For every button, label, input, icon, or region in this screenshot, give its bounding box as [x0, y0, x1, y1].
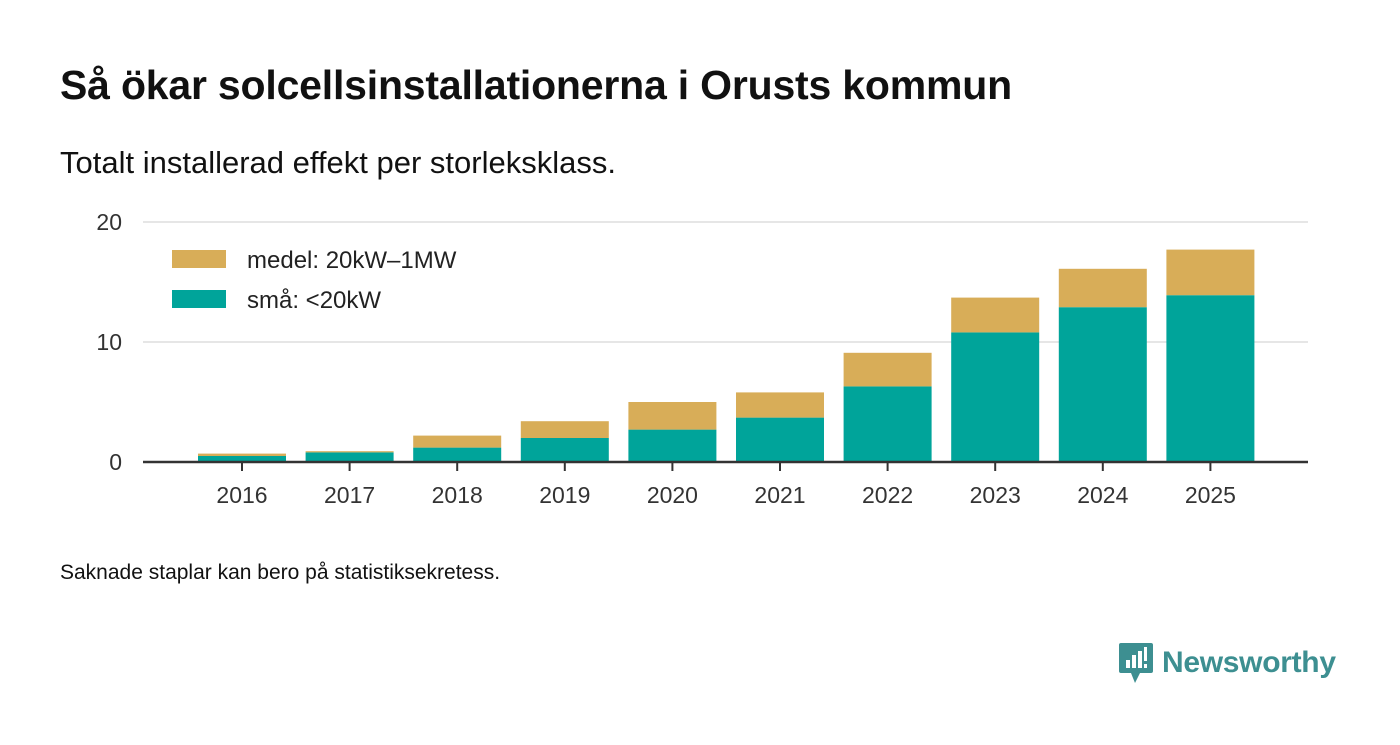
x-tick-label: 2024 — [1077, 482, 1128, 508]
bar-segment — [1166, 249, 1255, 296]
bar-segment — [198, 456, 286, 462]
legend-swatch — [172, 250, 226, 268]
x-tick-label: 2021 — [754, 482, 805, 508]
bar-segment — [1058, 268, 1147, 308]
bar-segment — [843, 386, 932, 462]
bar-segment — [305, 451, 394, 453]
chart-title: Så ökar solcellsinstallationerna i Orust… — [60, 62, 1012, 108]
bar-segment — [520, 421, 609, 438]
y-tick-label: 0 — [109, 449, 122, 475]
bar-segment — [736, 392, 824, 418]
legend-swatch — [172, 290, 226, 308]
bar-segment — [736, 417, 824, 462]
x-tick-label: 2016 — [216, 482, 267, 508]
legend-label: små: <20kW — [247, 287, 381, 314]
y-tick-label: 10 — [96, 329, 122, 355]
x-tick-label: 2017 — [324, 482, 375, 508]
bar-segment — [628, 429, 717, 462]
legend-label: medel: 20kW–1MW — [247, 247, 457, 274]
bar-segment — [843, 352, 932, 387]
legend: medel: 20kW–1MW små: <20kW — [172, 247, 457, 314]
newsworthy-logo[interactable]: Newsworthy — [1118, 640, 1336, 686]
y-axis-ticks: 0 10 20 — [96, 209, 122, 475]
bar-segment — [1166, 295, 1255, 462]
bar-segment — [628, 402, 717, 430]
y-tick-label: 20 — [96, 209, 122, 235]
bar-segment — [520, 438, 609, 462]
footnote: Saknade staplar kan bero på statistiksek… — [60, 561, 501, 584]
bar-segment — [413, 447, 502, 462]
bar-segment — [413, 435, 502, 448]
x-tick-label: 2025 — [1185, 482, 1236, 508]
bar-segment — [198, 453, 286, 456]
x-tick-label: 2020 — [647, 482, 698, 508]
bar-segment — [1058, 307, 1147, 462]
x-axis-ticks: 2016 2017 2018 2019 2020 2021 2022 2023 2024 2025 — [216, 462, 1236, 508]
bar-segment — [951, 297, 1040, 333]
x-tick-label: 2022 — [862, 482, 913, 508]
x-tick-label: 2018 — [432, 482, 483, 508]
brand-name: Newsworthy — [1162, 646, 1336, 679]
x-tick-label: 2019 — [539, 482, 590, 508]
x-tick-label: 2023 — [970, 482, 1021, 508]
bar-segment — [951, 332, 1040, 462]
bar-segment — [305, 452, 394, 462]
newsworthy-logo-icon — [1119, 643, 1153, 683]
chart-subtitle: Totalt installerad effekt per storlekskl… — [60, 145, 616, 180]
bars — [198, 249, 1255, 462]
